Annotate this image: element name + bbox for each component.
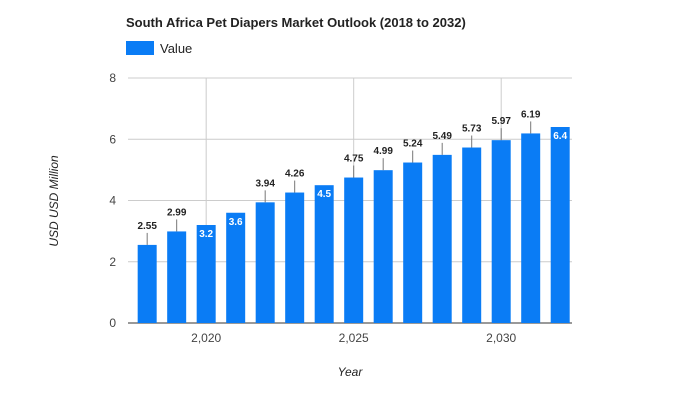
bar-2023 xyxy=(285,192,305,323)
bar-2019 xyxy=(167,231,187,323)
bar-2021 xyxy=(226,212,246,323)
data-label-2026: 4.99 xyxy=(373,146,393,157)
y-tick-label: 0 xyxy=(109,316,116,330)
x-tick-label: 2,025 xyxy=(339,331,369,345)
data-label-2027: 5.24 xyxy=(403,139,423,150)
data-label-2022: 3.94 xyxy=(255,178,275,189)
bar-2032 xyxy=(550,127,570,323)
data-label-2021: 3.6 xyxy=(229,217,243,228)
data-label-2023: 4.26 xyxy=(285,169,305,180)
bar-2026 xyxy=(373,170,393,323)
bar-2024 xyxy=(314,185,334,323)
data-label-2025: 4.75 xyxy=(344,154,364,165)
legend-swatch xyxy=(126,41,154,55)
bar-2025 xyxy=(344,177,364,323)
bar-2018 xyxy=(137,244,157,323)
bar-2028 xyxy=(432,154,452,323)
y-tick-label: 8 xyxy=(109,71,116,85)
data-label-2018: 2.55 xyxy=(137,221,157,232)
data-label-2024: 4.5 xyxy=(317,189,331,200)
bar-2027 xyxy=(403,162,423,323)
y-tick-label: 2 xyxy=(109,255,116,269)
data-label-2032: 6.4 xyxy=(553,131,567,142)
chart-title: South Africa Pet Diapers Market Outlook … xyxy=(126,15,466,30)
x-tick-label: 2,020 xyxy=(191,331,221,345)
bar-2022 xyxy=(255,202,275,323)
x-tick-label: 2,030 xyxy=(486,331,516,345)
axis-ticks: 0 2 4 6 8 2,020 2,025 2,030 xyxy=(109,71,516,345)
bar-2031 xyxy=(521,133,541,323)
data-label-2028: 5.49 xyxy=(432,131,452,142)
bar-2029 xyxy=(462,147,482,323)
bar-2030 xyxy=(491,140,511,323)
x-axis-title: Year xyxy=(338,365,364,379)
bars xyxy=(137,127,570,323)
y-axis-title: USD USD Million xyxy=(47,155,61,247)
y-tick-label: 4 xyxy=(109,194,116,208)
legend-label: Value xyxy=(160,41,192,56)
data-label-2019: 2.99 xyxy=(167,207,187,218)
data-label-2020: 3.2 xyxy=(199,229,213,240)
legend: Value xyxy=(126,41,192,56)
y-tick-label: 6 xyxy=(109,132,116,146)
data-label-2029: 5.73 xyxy=(462,124,482,135)
bar-2020 xyxy=(196,225,216,323)
data-label-2030: 5.97 xyxy=(491,116,511,127)
data-label-2031: 6.19 xyxy=(521,109,541,120)
data-labels: 2.55 2.99 3.2 3.6 3.94 4.26 4.5 4.75 4.99 5.24 5.4… xyxy=(137,109,568,245)
